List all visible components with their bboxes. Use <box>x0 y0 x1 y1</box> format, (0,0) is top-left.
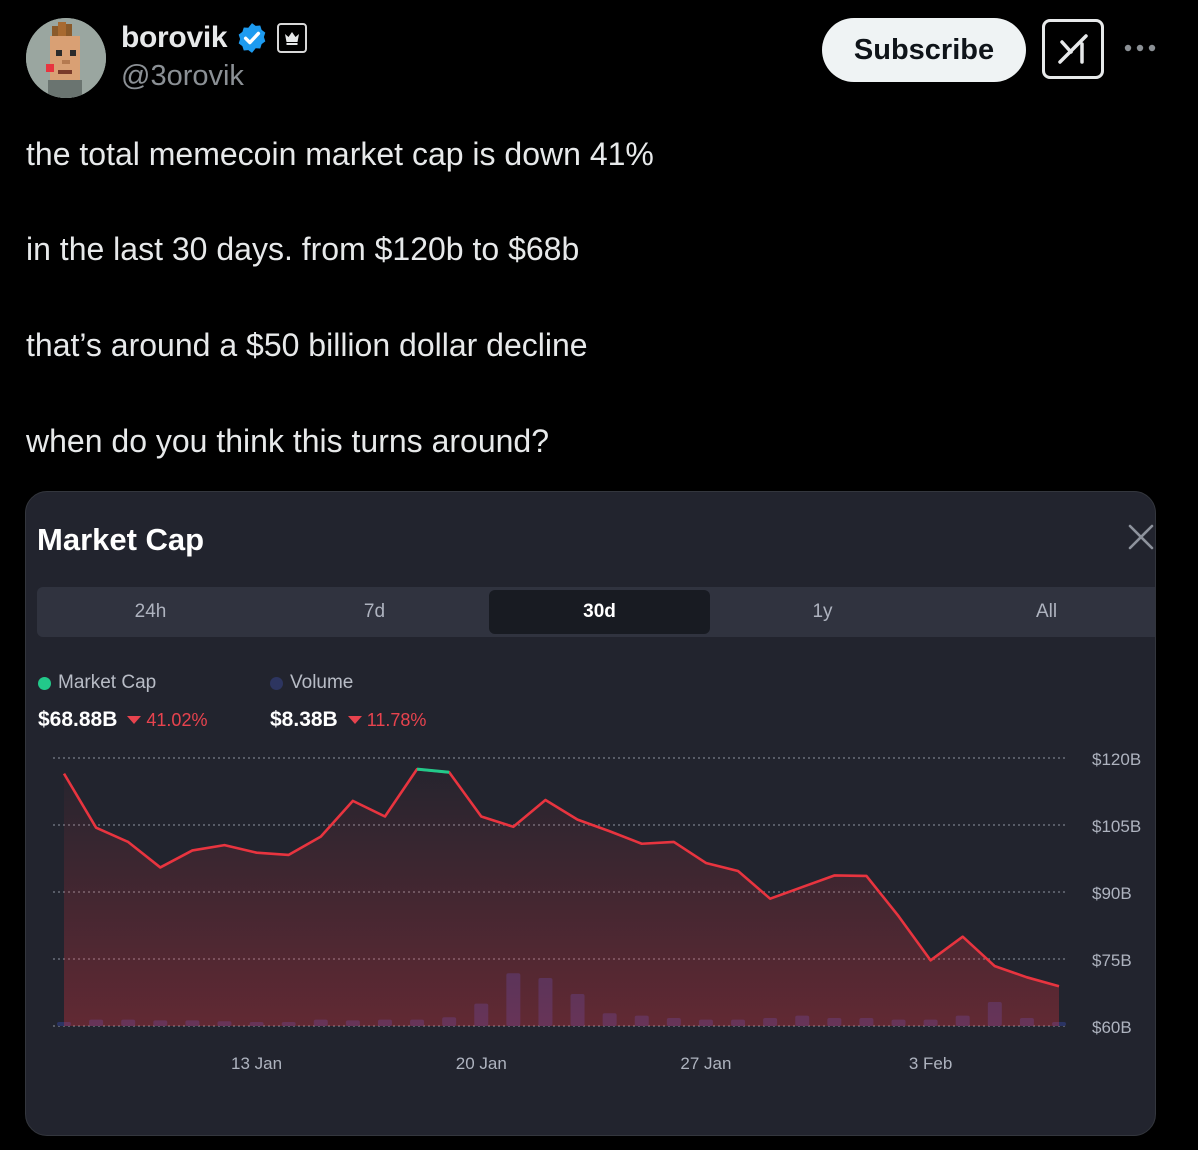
market-cap-dot-icon <box>38 676 51 690</box>
author-handle[interactable]: @3orovik <box>121 60 244 92</box>
market-cap-value-row: $68.88B 41.02% <box>38 708 207 732</box>
down-triangle-icon <box>127 716 142 724</box>
market-cap-area <box>64 769 1059 1026</box>
down-triangle-icon <box>347 716 362 724</box>
market-cap-line <box>62 767 1060 988</box>
market-cap-value: $68.88B <box>38 708 118 731</box>
avatar[interactable] <box>26 18 106 98</box>
market-cap-change-value: 41.02% <box>146 709 208 730</box>
volume-change-value: 11.78% <box>366 709 427 730</box>
y-tick-label: $90B <box>1092 884 1132 903</box>
tab-7d[interactable]: 7d <box>363 601 386 622</box>
market-cap-chart: $120B $105B $90B $75B $60B 13 Jan 20 Jan 27 Ja… <box>53 750 1141 1073</box>
x-tick-label: 20 Jan <box>456 1054 507 1073</box>
y-tick-label: $105B <box>1092 817 1141 836</box>
grok-button[interactable] <box>1042 19 1104 79</box>
legend-label: Market Cap <box>58 672 157 693</box>
tweet-text-line: that’s around a $50 billion dollar decli… <box>26 327 588 363</box>
market-cap-line-highlight <box>416 767 450 774</box>
volume-value: $8.38B <box>270 708 338 731</box>
y-tick-label: $120B <box>1092 750 1141 769</box>
market-cap-change: 41.02% <box>127 710 207 731</box>
subscribe-button[interactable]: Subscribe <box>822 18 1026 82</box>
x-tick-label: 3 Feb <box>909 1054 952 1073</box>
chart-image-card[interactable]: Market Cap 24h 7d 30d 1y All Market Cap … <box>25 491 1156 1136</box>
pixel-avatar-icon <box>26 18 106 98</box>
legend-market-cap: Market Cap <box>38 672 156 694</box>
y-tick-label: $75B <box>1092 951 1132 970</box>
legend-volume: Volume <box>270 672 353 694</box>
x-tick-label: 27 Jan <box>680 1054 731 1073</box>
grok-icon <box>1058 34 1088 64</box>
tab-1y[interactable]: 1y <box>812 601 833 622</box>
chart-title: Market Cap <box>37 522 205 557</box>
x-tick-label: 13 Jan <box>231 1054 282 1073</box>
volume-value-row: $8.38B 11.78% <box>270 708 426 732</box>
tab-30d[interactable]: 30d <box>489 590 710 634</box>
tab-all[interactable]: All <box>1035 601 1058 622</box>
legend-label: Volume <box>290 672 354 693</box>
volume-dot-icon <box>270 676 283 690</box>
tweet-text-line: the total memecoin market cap is down 41… <box>26 136 654 172</box>
tab-24h[interactable]: 24h <box>134 601 167 622</box>
author-name-row: borovik <box>121 18 308 58</box>
tweet-text-line: in the last 30 days. from $120b to $68b <box>26 231 580 267</box>
y-tick-label: $60B <box>1092 1018 1132 1037</box>
author-name[interactable]: borovik <box>121 21 228 54</box>
volume-change: 11.78% <box>347 709 427 731</box>
timeframe-tabs: 24h 7d 30d 1y All <box>37 587 1155 637</box>
more-button[interactable] <box>1122 30 1158 66</box>
close-icon[interactable] <box>1127 523 1155 551</box>
tweet-text-line: when do you think this turns around? <box>26 423 549 459</box>
more-icon <box>1124 44 1156 52</box>
verified-badge-icon <box>238 23 266 53</box>
crown-affiliate-icon[interactable] <box>277 23 308 53</box>
